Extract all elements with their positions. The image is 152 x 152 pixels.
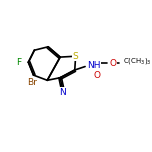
Text: S: S	[73, 52, 78, 61]
Text: NH: NH	[87, 61, 100, 70]
Text: F: F	[16, 58, 21, 67]
Text: C(CH$_3$)$_3$: C(CH$_3$)$_3$	[123, 56, 152, 66]
Text: Br: Br	[27, 78, 37, 87]
Text: O: O	[94, 71, 101, 80]
Text: N: N	[59, 88, 66, 97]
Text: O: O	[109, 59, 116, 68]
